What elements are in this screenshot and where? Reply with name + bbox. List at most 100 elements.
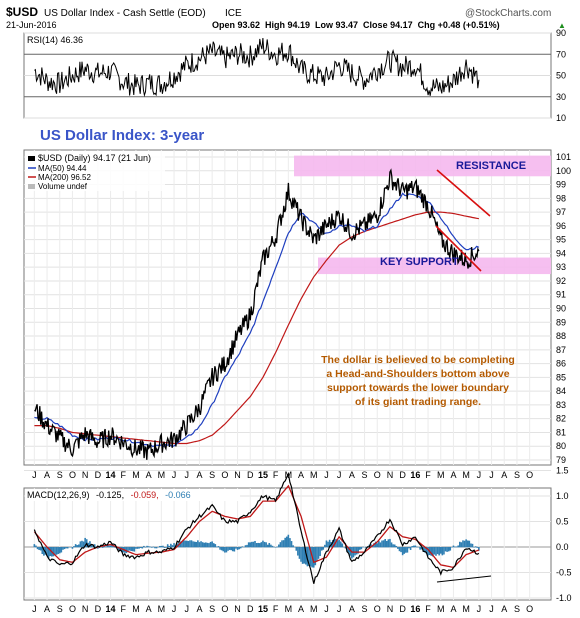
macd-histogram-bar — [52, 547, 55, 557]
macd-histogram-bar — [378, 540, 380, 548]
price-tick-label: 96 — [556, 221, 566, 231]
x-tick-label: M — [462, 470, 470, 480]
price-tick-label: 91 — [556, 290, 566, 300]
macd-histogram-bar — [409, 547, 412, 551]
macd-histogram-bar — [278, 544, 280, 548]
macd-histogram-bar — [427, 547, 429, 556]
macd-histogram-bar — [474, 546, 477, 548]
macd-histogram-bar — [79, 541, 82, 548]
macd-histogram-bar — [462, 540, 464, 548]
macd-histogram-bar — [203, 542, 206, 548]
macd-histogram-bar — [449, 547, 452, 551]
macd-histogram-bar — [41, 547, 44, 554]
x-tick-label: A — [196, 604, 202, 614]
legend-price-swatch — [28, 156, 35, 161]
price-tick-label: 101 — [556, 152, 571, 162]
x-tick-label: F — [121, 470, 127, 480]
macd-histogram-bar — [324, 544, 326, 548]
macd-histogram-bar — [468, 540, 471, 548]
x-tick-label: S — [362, 604, 368, 614]
macd-histogram-bar — [401, 547, 404, 556]
macd-histogram-bar — [208, 543, 210, 548]
macd-histogram-bar — [112, 545, 115, 548]
x-tick-label: A — [44, 604, 50, 614]
macd-histogram-bar — [455, 546, 458, 548]
price-tick-label: 93 — [556, 262, 566, 272]
macd-histogram-bar — [408, 547, 410, 549]
macd-histogram-bar — [189, 540, 191, 548]
channel-trendlines — [435, 169, 491, 272]
x-tick-label: O — [221, 470, 228, 480]
macd-histogram-bar — [452, 545, 455, 548]
macd-histogram-bar — [244, 545, 247, 548]
macd-histogram-bar — [155, 547, 158, 549]
legend-ma200: MA(200) 96.52 — [38, 173, 91, 182]
x-tick-label: O — [69, 604, 76, 614]
macd-histogram-bar — [357, 547, 359, 554]
macd-histogram-bar — [228, 547, 231, 550]
macd-histogram-bar — [454, 546, 456, 548]
x-tick-label: O — [69, 470, 76, 480]
macd-histogram-bar — [74, 544, 77, 548]
annotation-line-3: support towards the lower boundary — [327, 382, 509, 394]
macd-histogram-bar — [78, 544, 80, 548]
x-tick-label: 15 — [258, 604, 268, 614]
macd-divergence-line — [436, 575, 492, 583]
macd-histogram-bar — [82, 541, 85, 548]
macd-histogram-bar — [205, 542, 207, 548]
macd-histogram-bar — [273, 546, 275, 548]
macd-histogram-bar — [285, 536, 288, 548]
x-tick-label: 16 — [410, 604, 420, 614]
macd-histogram-bar — [219, 547, 221, 550]
price-tick-label: 90 — [556, 304, 566, 314]
macd-histogram-bar — [66, 547, 69, 549]
macd-histogram-bar — [143, 545, 145, 548]
x-tick-label: A — [501, 470, 507, 480]
macd-histogram-bar — [358, 547, 361, 550]
annotation-line-1: The dollar is believed to be completing — [321, 354, 515, 366]
macd-histogram-bar — [97, 547, 99, 549]
macd-histogram-bar — [76, 545, 79, 548]
macd-histogram-bar — [314, 547, 317, 566]
macd-histogram-bar — [149, 546, 152, 548]
macd-histogram-bar — [35, 545, 37, 548]
resistance-zone — [294, 155, 551, 177]
macd-histogram-bar — [446, 547, 448, 552]
price-tick-label: 82 — [556, 414, 566, 424]
macd-label-bg — [25, 489, 240, 501]
macd-histogram-bar — [319, 547, 321, 557]
macd-histogram-bar — [416, 546, 418, 548]
macd-histogram-bar — [192, 541, 194, 548]
x-tick-label: N — [234, 604, 241, 614]
macd-histogram-bar — [354, 547, 356, 556]
macd-histogram-bar — [65, 547, 67, 549]
macd-histogram-bar — [146, 545, 148, 548]
macd-histogram-bar — [309, 547, 312, 567]
macd-histogram-bar — [444, 547, 447, 552]
macd-histogram-bar — [109, 545, 112, 548]
legend-ma50: MA(50) 94.44 — [38, 164, 87, 173]
macd-histogram-bar — [301, 547, 304, 564]
macd-histogram-bar — [360, 547, 363, 550]
macd-histogram-bar — [287, 534, 290, 548]
macd-histogram-bar — [57, 547, 59, 555]
macd-histogram-bar — [193, 541, 196, 548]
macd-histogram-bar — [441, 547, 444, 556]
macd-histogram-bar — [209, 541, 212, 548]
price-tick-label: 89 — [556, 317, 566, 327]
price-tick-label: 98 — [556, 193, 566, 203]
macd-histogram-bar — [239, 547, 242, 549]
price-tick-label: 79 — [556, 455, 566, 465]
macd-histogram-bar — [141, 547, 144, 549]
x-tick-label: D — [247, 470, 254, 480]
macd-histogram-bar — [182, 539, 185, 548]
macd-histogram-bar — [187, 541, 190, 548]
macd-histogram-bar — [152, 546, 155, 548]
macd-histogram-bar — [312, 547, 315, 568]
x-tick-label: M — [462, 604, 470, 614]
rsi-label-bg — [25, 34, 103, 46]
price-tick-label: 100 — [556, 166, 571, 176]
macd-line — [33, 471, 480, 584]
macd-histogram-bar — [144, 547, 147, 548]
macd-histogram-bar — [374, 541, 377, 548]
